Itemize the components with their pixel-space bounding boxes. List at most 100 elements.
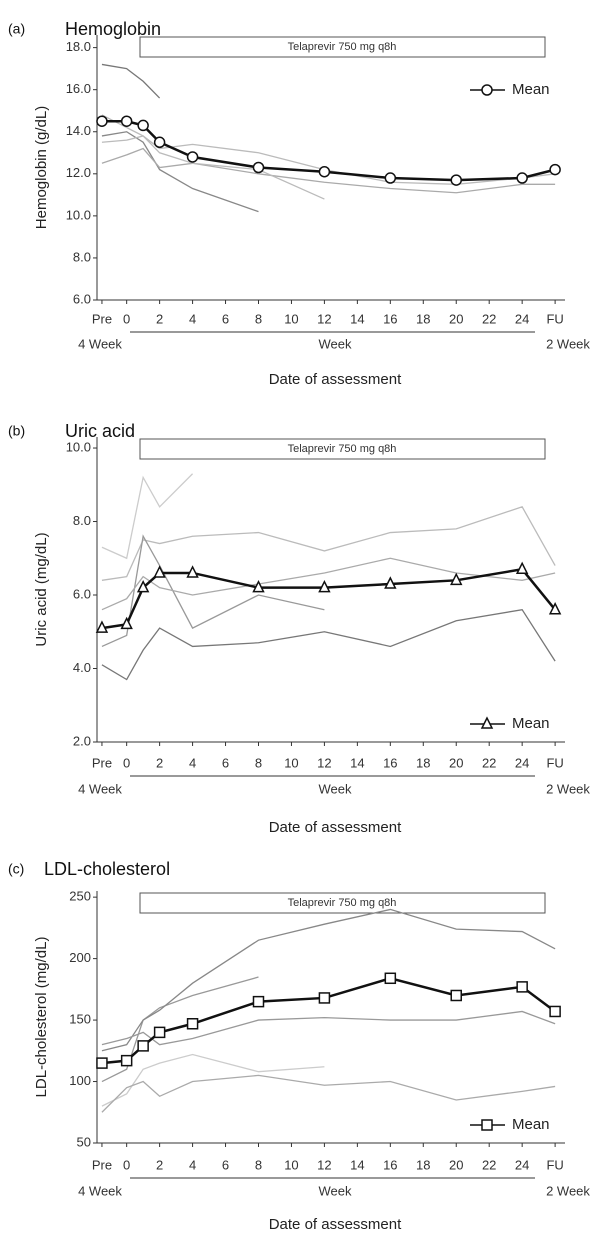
- individual-line: [101, 1010, 556, 1046]
- x-tick-label: 10: [284, 755, 298, 770]
- panel-label: (c): [8, 861, 24, 877]
- individual-line: [101, 1053, 325, 1107]
- marker: [120, 1054, 133, 1067]
- x-tick-label: 24: [515, 311, 529, 326]
- y-tick-label: 6.0: [73, 586, 91, 601]
- x-tick-label: Pre: [92, 311, 112, 326]
- panel-label: (a): [8, 21, 25, 37]
- x-tick-label: 14: [350, 1157, 364, 1172]
- x-tick-label: 12: [317, 1157, 331, 1172]
- treatment-label: Telaprevir 750 mg q8h: [288, 897, 397, 909]
- x-tick-label: 18: [416, 311, 430, 326]
- y-tick-label: 18.0: [66, 39, 91, 54]
- marker: [252, 161, 265, 174]
- y-tick-label: 12.0: [66, 165, 91, 180]
- x-tick-label: 8: [255, 1157, 262, 1172]
- x-tick-label: 24: [515, 755, 529, 770]
- individual-line: [101, 135, 325, 200]
- x-tick-label: 0: [123, 311, 130, 326]
- x-tick-label: 6: [222, 311, 229, 326]
- marker: [450, 989, 462, 1002]
- marker: [516, 981, 528, 993]
- mean-line: [101, 567, 557, 630]
- marker: [384, 172, 397, 184]
- marker: [95, 620, 109, 633]
- individual-line: [101, 608, 556, 681]
- marker: [516, 172, 528, 184]
- y-tick-label: 150: [69, 1012, 91, 1027]
- x-period-label: Week: [319, 781, 352, 796]
- y-tick-label: 100: [69, 1073, 91, 1088]
- legend-label: Mean: [512, 81, 550, 98]
- x-axis-label: Date of assessment: [269, 819, 402, 836]
- marker: [318, 992, 331, 1004]
- x-tick-label: 8: [255, 755, 262, 770]
- marker: [318, 165, 331, 178]
- x-tick-label: 16: [383, 1157, 397, 1172]
- marker: [252, 579, 265, 593]
- marker: [549, 1005, 561, 1018]
- individual-line: [101, 147, 556, 194]
- x-tick-label: 18: [416, 755, 430, 770]
- individual-line: [101, 908, 556, 1052]
- legend-label: Mean: [512, 1116, 550, 1133]
- legend-marker: [480, 716, 494, 729]
- x-tick-label: 22: [482, 1157, 496, 1172]
- x-tick-label: 6: [222, 1157, 229, 1172]
- individual-line: [101, 131, 259, 213]
- treatment-label: Telaprevir 750 mg q8h: [288, 443, 397, 455]
- y-tick-label: 10.0: [66, 207, 91, 222]
- x-period-label: 4 Week: [78, 336, 122, 351]
- y-tick-label: 6.0: [73, 291, 91, 306]
- treatment-box: [139, 438, 546, 460]
- marker: [548, 602, 562, 615]
- x-tick-label: 20: [449, 1157, 463, 1172]
- y-tick-label: 14.0: [66, 123, 91, 138]
- marker: [318, 579, 331, 593]
- marker: [515, 561, 529, 575]
- marker: [153, 1026, 166, 1039]
- x-tick-label: 0: [123, 1157, 130, 1172]
- mean-line: [101, 976, 556, 1065]
- individual-line: [101, 1074, 556, 1113]
- marker: [153, 136, 166, 149]
- x-tick-label: FU: [546, 1157, 563, 1172]
- marker: [384, 972, 397, 985]
- x-period-label: 2 Week: [546, 336, 590, 351]
- panel-title: Uric acid: [65, 421, 135, 441]
- marker: [186, 565, 199, 578]
- y-tick-label: 8.0: [73, 513, 91, 528]
- individual-line: [101, 63, 161, 99]
- x-tick-label: 22: [482, 755, 496, 770]
- y-tick-label: 4.0: [73, 660, 91, 675]
- x-tick-label: FU: [546, 755, 563, 770]
- y-tick-label: 10.0: [66, 439, 91, 454]
- x-tick-label: 2: [156, 311, 163, 326]
- individual-line: [101, 473, 194, 560]
- x-tick-label: 16: [383, 755, 397, 770]
- individual-line: [101, 976, 259, 1083]
- marker: [137, 1040, 149, 1052]
- x-tick-label: 8: [255, 311, 262, 326]
- marker: [120, 115, 133, 127]
- x-tick-label: 4: [189, 1157, 196, 1172]
- x-tick-label: 20: [449, 755, 463, 770]
- x-tick-label: 18: [416, 1157, 430, 1172]
- marker: [186, 1018, 199, 1030]
- x-period-label: 2 Week: [546, 781, 590, 796]
- y-tick-label: 250: [69, 889, 91, 904]
- y-axis-label: LDL-cholesterol (mg/dL): [33, 937, 50, 1098]
- panel-title: LDL-cholesterol: [44, 859, 170, 879]
- panel-title: Hemoglobin: [65, 19, 161, 39]
- marker: [384, 576, 397, 589]
- marker: [96, 115, 108, 127]
- x-period-label: Week: [319, 1183, 352, 1198]
- treatment-box: [139, 892, 546, 914]
- x-axis-label: Date of assessment: [269, 1216, 402, 1233]
- y-tick-label: 50: [77, 1134, 91, 1149]
- marker: [186, 151, 199, 163]
- legend-marker: [481, 84, 493, 96]
- marker: [450, 174, 462, 186]
